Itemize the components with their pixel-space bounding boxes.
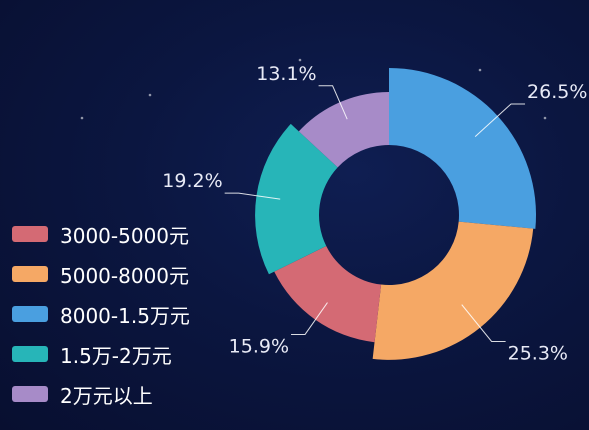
legend-swatch xyxy=(12,226,48,242)
data-label: 26.5% xyxy=(527,81,587,103)
legend-swatch xyxy=(12,266,48,282)
legend-item-8000-15k[interactable]: 8000-1.5万元 xyxy=(12,294,242,334)
star-decoration xyxy=(543,116,547,120)
star-decoration xyxy=(478,68,482,72)
legend-label: 1.5万-2万元 xyxy=(60,343,172,368)
legend-label: 5000-8000元 xyxy=(60,263,190,288)
pie-slice-8000-15k[interactable] xyxy=(389,68,536,229)
legend-label: 2万元以上 xyxy=(60,383,153,408)
label-leader-line xyxy=(318,85,348,120)
legend-swatch xyxy=(12,306,48,322)
pie-slice-15k-20k[interactable] xyxy=(255,123,338,275)
legend-swatch xyxy=(12,386,48,402)
legend-item-15k-20k[interactable]: 1.5万-2万元 xyxy=(12,334,242,374)
pie-slice-5000-8000[interactable] xyxy=(372,221,534,360)
data-label: 25.3% xyxy=(508,342,568,364)
pie-slice-3000-5000[interactable] xyxy=(274,245,382,343)
label-leader-line xyxy=(291,302,328,335)
legend-label: 8000-1.5万元 xyxy=(60,303,190,328)
legend-item-20k-plus[interactable]: 2万元以上 xyxy=(12,374,242,414)
legend-item-5000-8000[interactable]: 5000-8000元 xyxy=(12,254,242,294)
label-leader-line xyxy=(474,103,526,137)
data-label: 13.1% xyxy=(256,63,316,85)
legend-label: 3000-5000元 xyxy=(60,223,190,248)
pie-slice-20k-plus[interactable] xyxy=(298,92,389,168)
star-decoration xyxy=(80,116,84,120)
data-label: 19.2% xyxy=(162,170,222,192)
legend-swatch xyxy=(12,346,48,362)
star-decoration xyxy=(298,58,302,62)
legend: 3000-5000元 5000-8000元 8000-1.5万元 1.5万-2万… xyxy=(12,214,242,414)
star-decoration xyxy=(148,93,152,97)
label-leader-line xyxy=(224,192,281,200)
legend-item-3000-5000[interactable]: 3000-5000元 xyxy=(12,214,242,254)
label-leader-line xyxy=(461,304,506,342)
data-label: 15.9% xyxy=(229,335,289,357)
